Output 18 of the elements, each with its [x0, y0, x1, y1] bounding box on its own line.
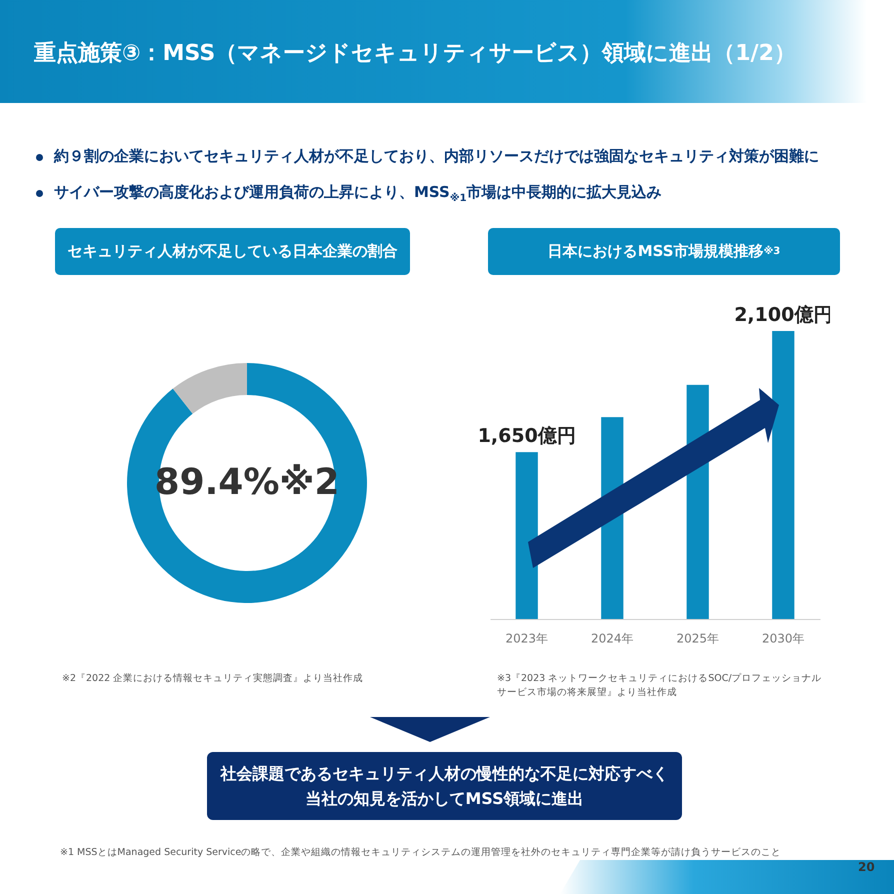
text: ※3『2023 ネットワークセキュリティにおけるSOC/プロフェッショナルサービス市場の将来展望』より当社作成 — [497, 672, 823, 700]
text: 重点施策③：MSS（マネージドセキュリティサービス）領域に進出（1/2） — [34, 40, 796, 68]
text: 社会課題であるセキュリティ人材の慢性的な不足に対応すべく — [220, 763, 668, 785]
data-label: 2,100億円 — [734, 304, 832, 326]
chart-title: セキュリティ人材が不足している日本企業の割合 — [55, 228, 410, 275]
data-label: 1,650億円 — [478, 425, 576, 448]
text: ※1 MSSとはManaged Security Serviceの略で、企業や組織の情報セキュリティシステムの運用管理を社外のセキュリティ専門企業等が請け負うサービスのこと — [60, 846, 782, 859]
x-tick-label: 2030年 — [762, 632, 805, 646]
text: 約９割の企業においてセキュリティ人材が不足しており、内部リソースだけでは強固なセキュリティ対策が困難に — [54, 147, 819, 166]
donut-slice — [127, 363, 367, 603]
x-tick-label: 2023年 — [505, 632, 548, 646]
text: 20 — [858, 860, 875, 874]
text: 当社の知見を活かしてMSS領域に進出 — [305, 788, 584, 810]
text: ※2『2022 企業における情報セキュリティ実態調査』より当社作成 — [62, 672, 364, 686]
text: サイバー攻撃の高度化および運用負荷の上昇により、MSS$_{※1}$市場は中長期的に拡大見込み — [54, 183, 662, 204]
x-tick-label: 2024年 — [590, 632, 634, 646]
x-tick-label: 2025年 — [676, 632, 720, 646]
donut-slice — [172, 363, 247, 414]
